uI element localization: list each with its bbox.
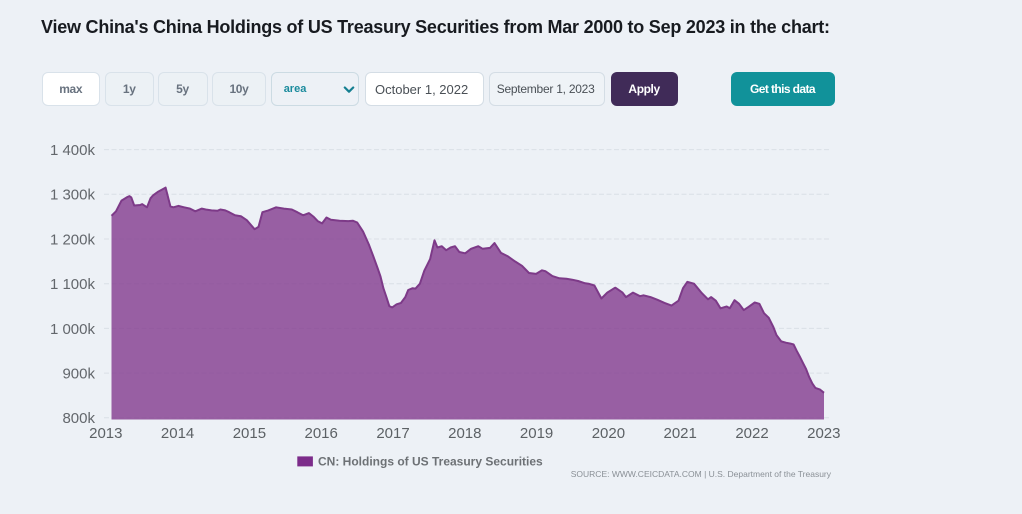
svg-text:1 000k: 1 000k [50, 321, 96, 338]
svg-text:SOURCE: WWW.CEICDATA.COM | U.S: SOURCE: WWW.CEICDATA.COM | U.S. Departme… [571, 469, 832, 479]
svg-text:1 100k: 1 100k [50, 276, 96, 293]
svg-text:2021: 2021 [664, 425, 697, 442]
svg-text:1 200k: 1 200k [50, 231, 96, 248]
svg-text:2015: 2015 [233, 425, 266, 442]
svg-text:2017: 2017 [376, 425, 409, 442]
svg-text:2013: 2013 [89, 425, 122, 442]
svg-text:2014: 2014 [161, 425, 194, 442]
svg-text:1 400k: 1 400k [50, 142, 96, 159]
svg-text:800k: 800k [62, 410, 95, 427]
svg-text:2022: 2022 [735, 425, 768, 442]
svg-text:2020: 2020 [592, 425, 625, 442]
svg-text:2023: 2023 [807, 425, 840, 442]
svg-text:1 300k: 1 300k [50, 187, 96, 204]
svg-text:2019: 2019 [520, 425, 553, 442]
svg-text:CN: Holdings of US Treasury Se: CN: Holdings of US Treasury Securities [318, 455, 543, 469]
svg-text:2018: 2018 [448, 425, 481, 442]
svg-text:900k: 900k [62, 366, 95, 383]
svg-text:2016: 2016 [305, 425, 338, 442]
